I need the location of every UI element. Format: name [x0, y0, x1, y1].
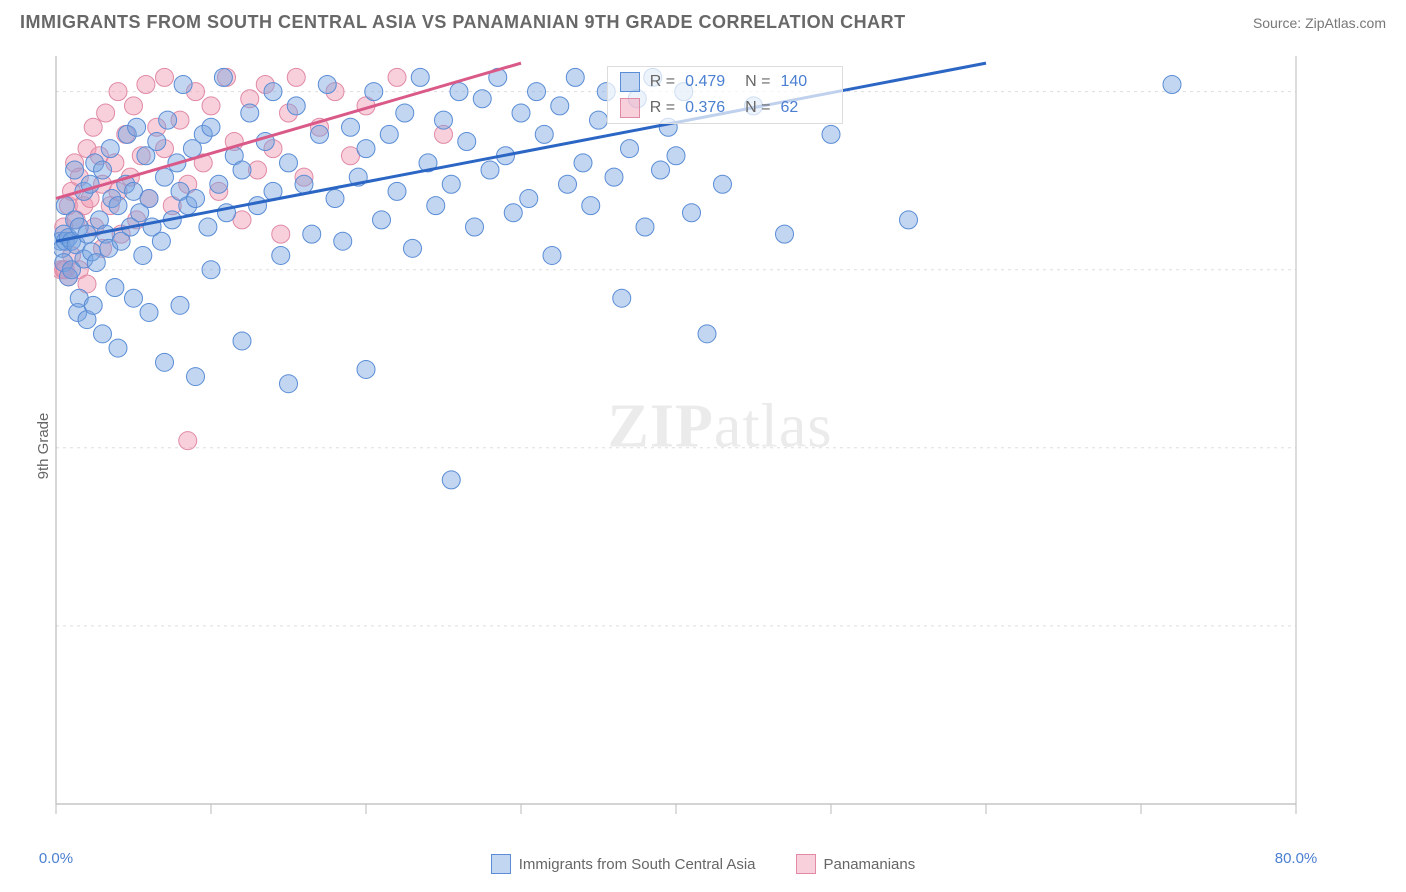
legend-label-pink: Panamanians — [824, 856, 916, 873]
y-axis-label: 9th Grade — [35, 413, 52, 480]
stats-swatch-blue — [620, 72, 640, 92]
stats-r-pink: 0.376 — [685, 99, 735, 117]
stats-row-blue: R = 0.479 N = 140 — [608, 69, 843, 95]
stats-n-blue: 140 — [780, 73, 830, 91]
source-link[interactable]: ZipAtlas.com — [1305, 15, 1386, 31]
chart-title: IMMIGRANTS FROM SOUTH CENTRAL ASIA VS PA… — [20, 12, 906, 33]
scatter-chart — [54, 54, 1386, 832]
stats-r-label: R = — [650, 99, 675, 117]
stats-n-label: N = — [745, 99, 770, 117]
legend-label-blue: Immigrants from South Central Asia — [519, 856, 756, 873]
legend-item-blue: Immigrants from South Central Asia — [491, 854, 756, 874]
chart-header: IMMIGRANTS FROM SOUTH CENTRAL ASIA VS PA… — [0, 0, 1406, 41]
stats-r-label: R = — [650, 73, 675, 91]
stats-swatch-pink — [620, 98, 640, 118]
legend-swatch-pink — [796, 854, 816, 874]
stats-n-label: N = — [745, 73, 770, 91]
stats-n-pink: 62 — [780, 99, 830, 117]
legend: Immigrants from South Central Asia Panam… — [0, 854, 1406, 874]
source-attribution: Source: ZipAtlas.com — [1253, 15, 1386, 31]
legend-swatch-blue — [491, 854, 511, 874]
legend-item-pink: Panamanians — [796, 854, 916, 874]
plot-area: ZIPatlas R = 0.479 N = 140 R = 0.376 N =… — [54, 54, 1386, 832]
stats-row-pink: R = 0.376 N = 62 — [608, 95, 843, 121]
stats-r-blue: 0.479 — [685, 73, 735, 91]
correlation-stats-box: R = 0.479 N = 140 R = 0.376 N = 62 — [607, 66, 844, 124]
source-prefix: Source: — [1253, 15, 1305, 31]
